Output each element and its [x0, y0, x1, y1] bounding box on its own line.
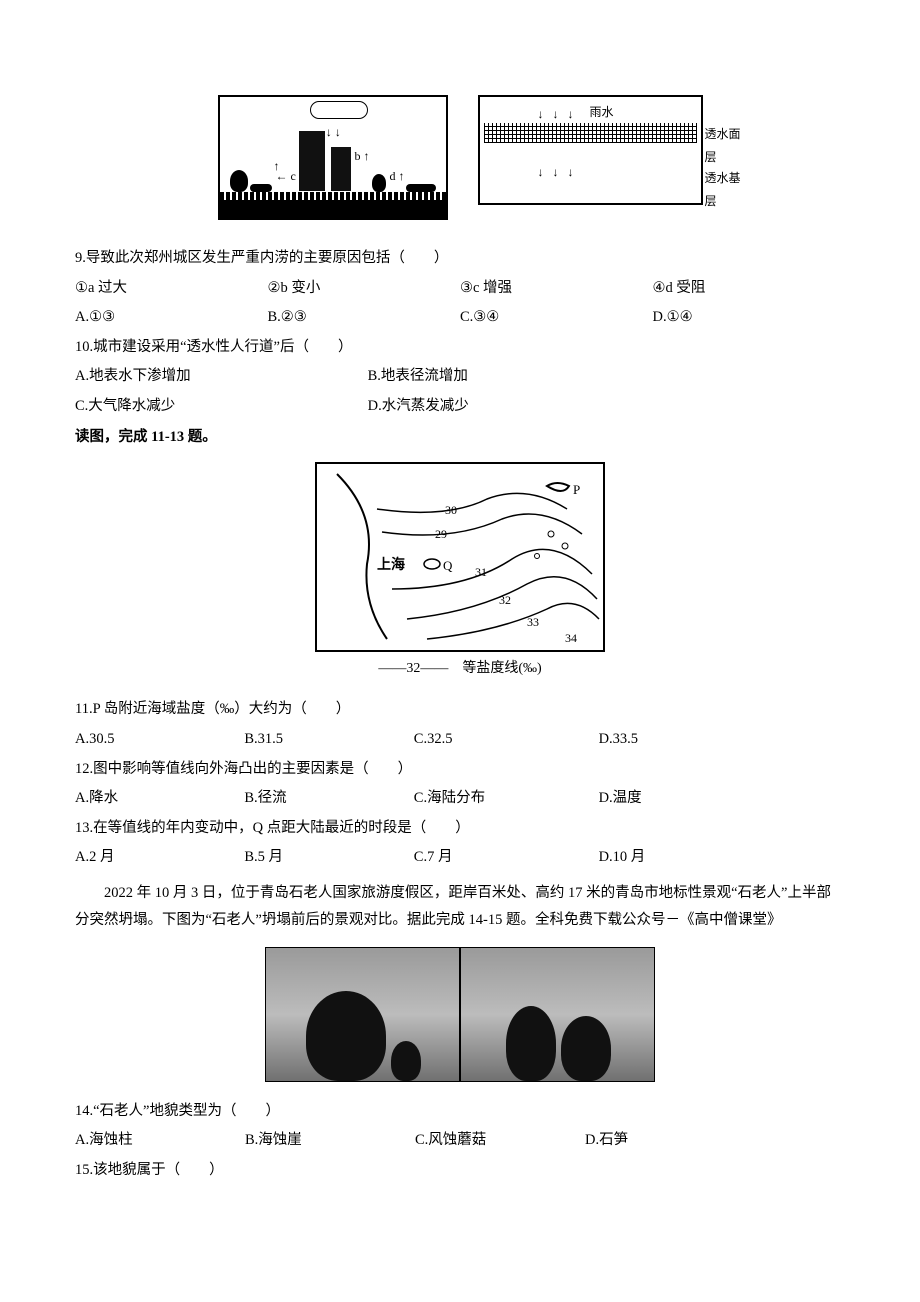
cloud-icon — [310, 101, 368, 119]
q13-opt-b[interactable]: B.5 月 — [244, 844, 413, 872]
q11-opt-d[interactable]: D.33.5 — [599, 726, 784, 754]
q12-opt-b[interactable]: B.径流 — [244, 785, 413, 813]
salinity-svg: 上海 Q P 30 29 31 32 33 34 — [317, 464, 603, 650]
q9-opt-c[interactable]: C.③④ — [460, 304, 653, 332]
photo-before — [265, 947, 460, 1082]
q10-opt-a[interactable]: A.地表水下渗增加 — [75, 363, 368, 391]
q13-options: A.2 月 B.5 月 C.7 月 D.10 月 — [75, 844, 845, 872]
q9-opt-a[interactable]: A.①③ — [75, 304, 268, 332]
figure-city-water-cycle: a ↓ ↓ ↑ ← c → b ↑ d ↑ — [218, 95, 448, 220]
q11-opt-a[interactable]: A.30.5 — [75, 726, 244, 754]
q14-opt-d[interactable]: D.石笋 — [585, 1127, 755, 1155]
permeable-surface-layer — [484, 123, 697, 143]
q9-items: ①a 过大 ②b 变小 ③c 增强 ④d 受阻 — [75, 275, 845, 303]
building-right — [330, 146, 352, 192]
figure-salinity-map: 上海 Q P 30 29 31 32 33 34 — [315, 462, 605, 683]
q10-opt-b[interactable]: B.地表径流增加 — [368, 363, 661, 391]
rock-before — [306, 991, 386, 1081]
label-base: 透水基层 — [705, 167, 751, 213]
rock-before-small — [391, 1041, 421, 1081]
q11-opt-c[interactable]: C.32.5 — [414, 726, 599, 754]
q12-text: 12.图中影响等值线向外海凸出的主要因素是（ ） — [75, 756, 845, 784]
q10-text: 10.城市建设采用“透水性人行道”后（ ） — [75, 334, 845, 362]
q11-text: 11.P 岛附近海域盐度（‰）大约为（ ） — [75, 696, 845, 724]
rain-label: 雨水 — [590, 101, 614, 124]
q9-item-1: ①a 过大 — [75, 275, 268, 303]
arrow-d: d ↑ — [390, 165, 405, 188]
figure-row-top: a ↓ ↓ ↑ ← c → b ↑ d ↑ 雨水 透水面层 透水基层 — [75, 95, 845, 220]
svg-text:30: 30 — [445, 503, 457, 517]
q11-options: A.30.5 B.31.5 C.32.5 D.33.5 — [75, 726, 845, 754]
river-right — [406, 184, 436, 192]
q9-item-3: ③c 增强 — [460, 275, 653, 303]
building-left — [298, 130, 326, 192]
rain-arrows-mid — [538, 161, 577, 184]
q13-opt-d[interactable]: D.10 月 — [599, 844, 784, 872]
q13-text: 13.在等值线的年内变动中，Q 点距大陆最近的时段是（ ） — [75, 815, 845, 843]
q13-opt-c[interactable]: C.7 月 — [414, 844, 599, 872]
tree-icon — [230, 170, 248, 192]
q14-opt-a[interactable]: A.海蚀柱 — [75, 1127, 245, 1155]
q14-opt-c[interactable]: C.风蚀蘑菇 — [415, 1127, 585, 1155]
label-q: Q — [443, 558, 453, 573]
figure-shilaoren-photos — [75, 947, 845, 1082]
svg-text:33: 33 — [527, 615, 539, 629]
ground-hatch — [220, 192, 446, 200]
q9-text: 9.导致此次郑州城区发生严重内涝的主要原因包括（ ） — [75, 245, 845, 273]
svg-text:31: 31 — [475, 565, 487, 579]
q10-opt-c[interactable]: C.大气降水减少 — [75, 393, 368, 421]
iso-line-value: 32 — [406, 661, 420, 676]
label-shanghai: 上海 — [377, 556, 405, 573]
q9-opt-d[interactable]: D.①④ — [653, 304, 846, 332]
label-surface: 透水面层 — [705, 123, 751, 169]
salinity-map: 上海 Q P 30 29 31 32 33 34 — [315, 462, 605, 652]
salinity-caption: ——32—— 等盐度线(‰) — [315, 656, 605, 683]
rock-after-left — [506, 1006, 556, 1081]
arrow-b: b ↑ — [355, 145, 370, 168]
q12-opt-c[interactable]: C.海陆分布 — [414, 785, 599, 813]
ground — [220, 200, 446, 218]
q10-options-row1: A.地表水下渗增加 B.地表径流增加 — [75, 363, 845, 391]
rock-after-right — [561, 1016, 611, 1081]
figure-permeable-pavement: 雨水 透水面层 透水基层 — [478, 95, 703, 205]
q12-options: A.降水 B.径流 C.海陆分布 D.温度 — [75, 785, 845, 813]
figure-salinity-map-wrap: 上海 Q P 30 29 31 32 33 34 — [75, 462, 845, 683]
label-p: P — [573, 482, 580, 497]
photo-after — [460, 947, 655, 1082]
q14-text: 14.“石老人”地貌类型为（ ） — [75, 1098, 845, 1126]
q11-opt-b[interactable]: B.31.5 — [244, 726, 413, 754]
q14-options: A.海蚀柱 B.海蚀崖 C.风蚀蘑菇 D.石笋 — [75, 1127, 845, 1155]
q9-opt-b[interactable]: B.②③ — [268, 304, 461, 332]
q9-options: A.①③ B.②③ C.③④ D.①④ — [75, 304, 845, 332]
svg-text:34: 34 — [565, 631, 577, 645]
q12-opt-d[interactable]: D.温度 — [599, 785, 784, 813]
river-left — [250, 184, 272, 192]
iso-line-label: 等盐度线(‰) — [462, 661, 541, 676]
svg-text:32: 32 — [499, 593, 511, 607]
q9-item-2: ②b 变小 — [268, 275, 461, 303]
q10-opt-d[interactable]: D.水汽蒸发减少 — [368, 393, 661, 421]
q13-opt-a[interactable]: A.2 月 — [75, 844, 244, 872]
q9-item-4: ④d 受阻 — [653, 275, 846, 303]
q15-text: 15.该地貌属于（ ） — [75, 1157, 845, 1185]
passage-shilaoren: 2022 年 10 月 3 日，位于青岛石老人国家旅游度假区，距岸百米处、高约 … — [75, 880, 845, 935]
tree-icon-2 — [372, 174, 386, 192]
q10-options-row2: C.大气降水减少 D.水汽蒸发减少 — [75, 393, 845, 421]
svg-text:29: 29 — [435, 527, 447, 541]
q12-opt-a[interactable]: A.降水 — [75, 785, 244, 813]
q14-opt-b[interactable]: B.海蚀崖 — [245, 1127, 415, 1155]
section2-heading: 读图，完成 11-13 题。 — [75, 424, 845, 452]
